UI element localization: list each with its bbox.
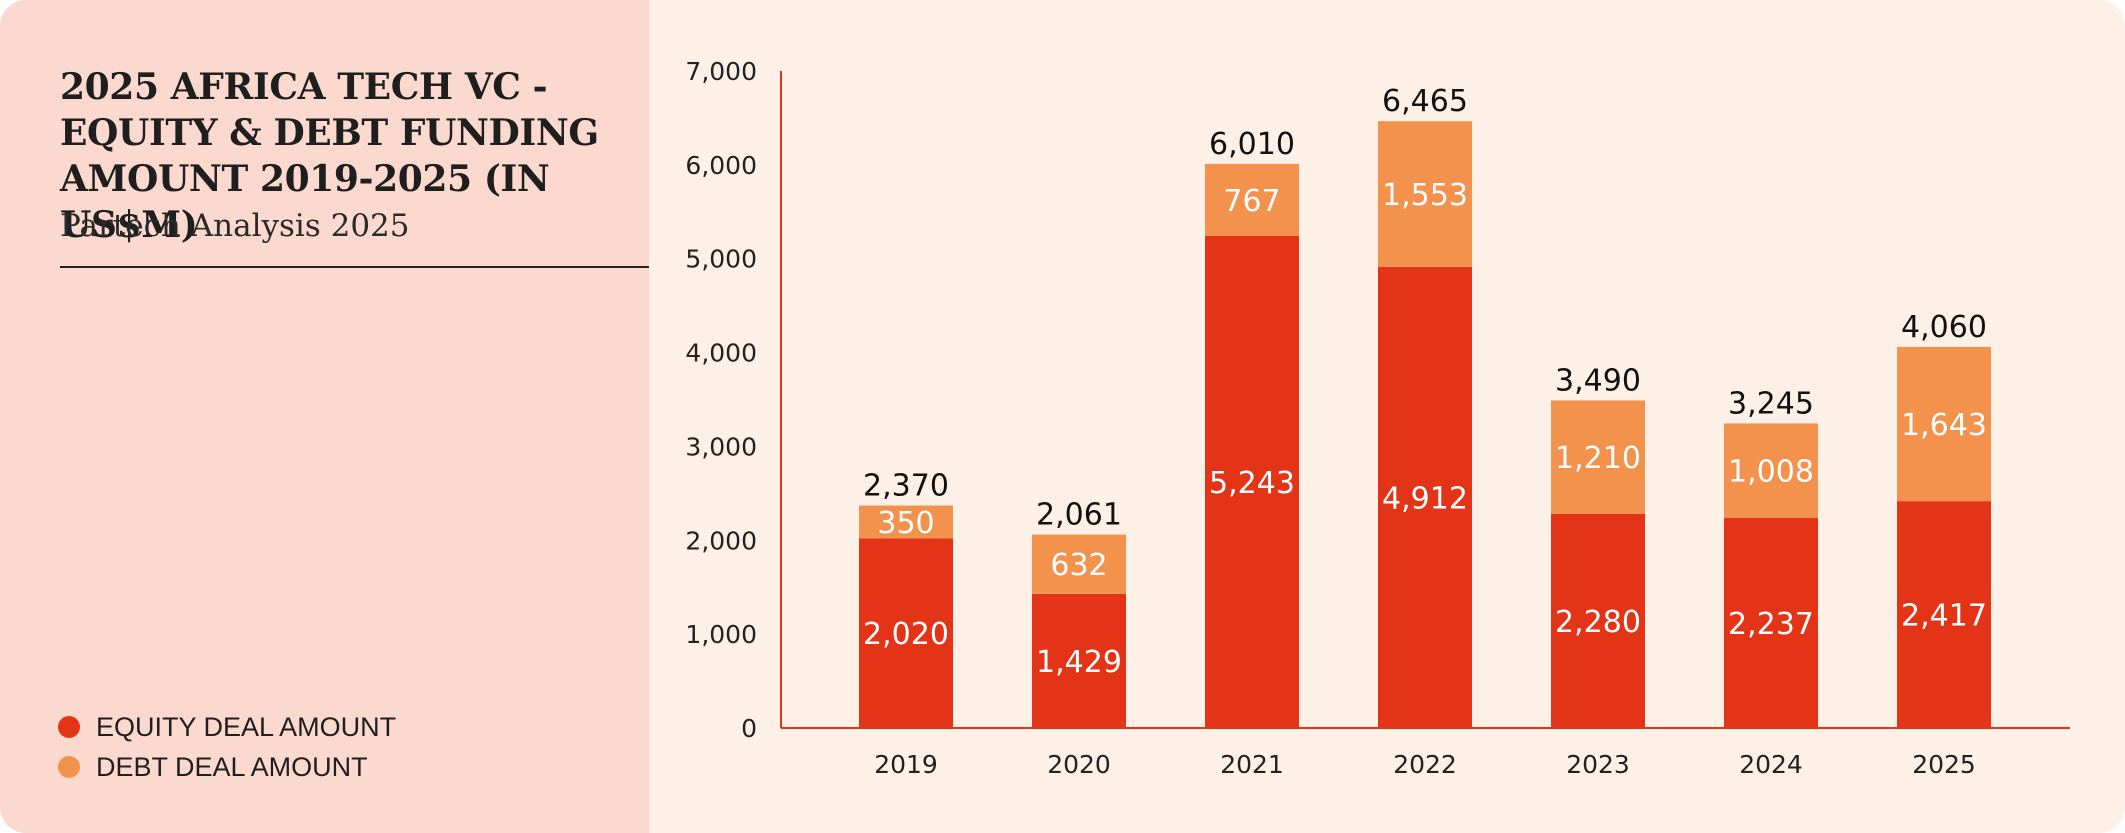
legend: EQUITY DEAL AMOUNT DEBT DEAL AMOUNT [58,707,396,787]
bar-debt [1378,121,1472,267]
debt-value-label: 767 [1223,184,1280,219]
total-value-label: 2,370 [863,469,949,504]
bar-equity [1205,235,1299,729]
y-tick-label: 1,000 [685,620,757,649]
debt-value-label: 1,553 [1382,178,1468,213]
bar-debt [859,505,953,539]
title-panel: 2025 AFRICA TECH VC - EQUITY & DEBT FUND… [0,0,649,833]
bar-equity [1551,514,1645,728]
x-tick-label: 2024 [1739,750,1803,779]
bar-equity [1724,518,1818,728]
y-axis-ticks: 0 1,000 2,000 3,000 4,000 5,000 6,000 7,000 [685,57,757,743]
total-value-label: 3,245 [1728,386,1814,421]
bars [859,121,1991,729]
equity-value-label: 5,243 [1209,466,1295,501]
y-tick-label: 6,000 [685,151,757,180]
equity-value-label: 2,020 [863,617,949,652]
bar-equity [1378,266,1472,728]
equity-value-label: 2,417 [1901,599,1987,634]
bar-equity [859,538,953,728]
x-tick-label: 2022 [1393,750,1457,779]
y-tick-label: 2,000 [685,526,757,555]
title-divider [60,266,649,268]
x-tick-label: 2025 [1912,750,1976,779]
y-tick-label: 0 [741,714,757,743]
equity-value-label: 2,237 [1728,607,1814,642]
total-value-label: 6,465 [1382,84,1468,119]
y-tick-label: 3,000 [685,432,757,461]
legend-equity-dot-icon [58,716,80,738]
bar-equity [1032,593,1126,728]
legend-debt-label: DEBT DEAL AMOUNT [96,751,368,782]
legend-equity-label: EQUITY DEAL AMOUNT [96,711,397,742]
bar-debt [1724,423,1818,519]
total-value-label: 2,061 [1036,498,1122,533]
equity-value-label: 1,429 [1036,645,1122,680]
bar-equity [1897,501,1991,728]
bar-debt [1551,400,1645,515]
debt-value-label: 632 [1050,548,1107,583]
y-tick-label: 4,000 [685,339,757,368]
bar-debt [1205,163,1299,236]
y-tick-label: 5,000 [685,245,757,274]
debt-value-label: 1,008 [1728,455,1814,490]
equity-value-label: 4,912 [1382,481,1468,516]
total-value-label: 6,010 [1209,127,1295,162]
chart-title: 2025 AFRICA TECH VC - EQUITY & DEBT FUND… [60,66,599,246]
chart-subtitle: Partech Analysis 2025 [60,208,410,244]
legend-item-equity: EQUITY DEAL AMOUNT [58,707,396,747]
bar-debt [1032,534,1126,594]
bar-debt [1897,346,1991,502]
legend-debt-dot-icon [58,756,80,778]
x-tick-label: 2020 [1047,750,1111,779]
x-tick-label: 2019 [874,750,938,779]
debt-value-label: 1,210 [1555,441,1641,476]
x-tick-label: 2023 [1566,750,1630,779]
debt-value-label: 350 [877,506,934,541]
x-tick-label: 2021 [1220,750,1284,779]
x-axis-ticks: 2019 2020 2021 2022 2023 2024 2025 [874,750,1976,779]
total-value-label: 4,060 [1901,310,1987,345]
legend-item-debt: DEBT DEAL AMOUNT [58,747,396,787]
debt-value-label: 1,643 [1901,408,1987,443]
y-tick-label: 7,000 [685,57,757,86]
total-value-label: 3,490 [1555,363,1641,398]
equity-value-label: 2,280 [1555,605,1641,640]
